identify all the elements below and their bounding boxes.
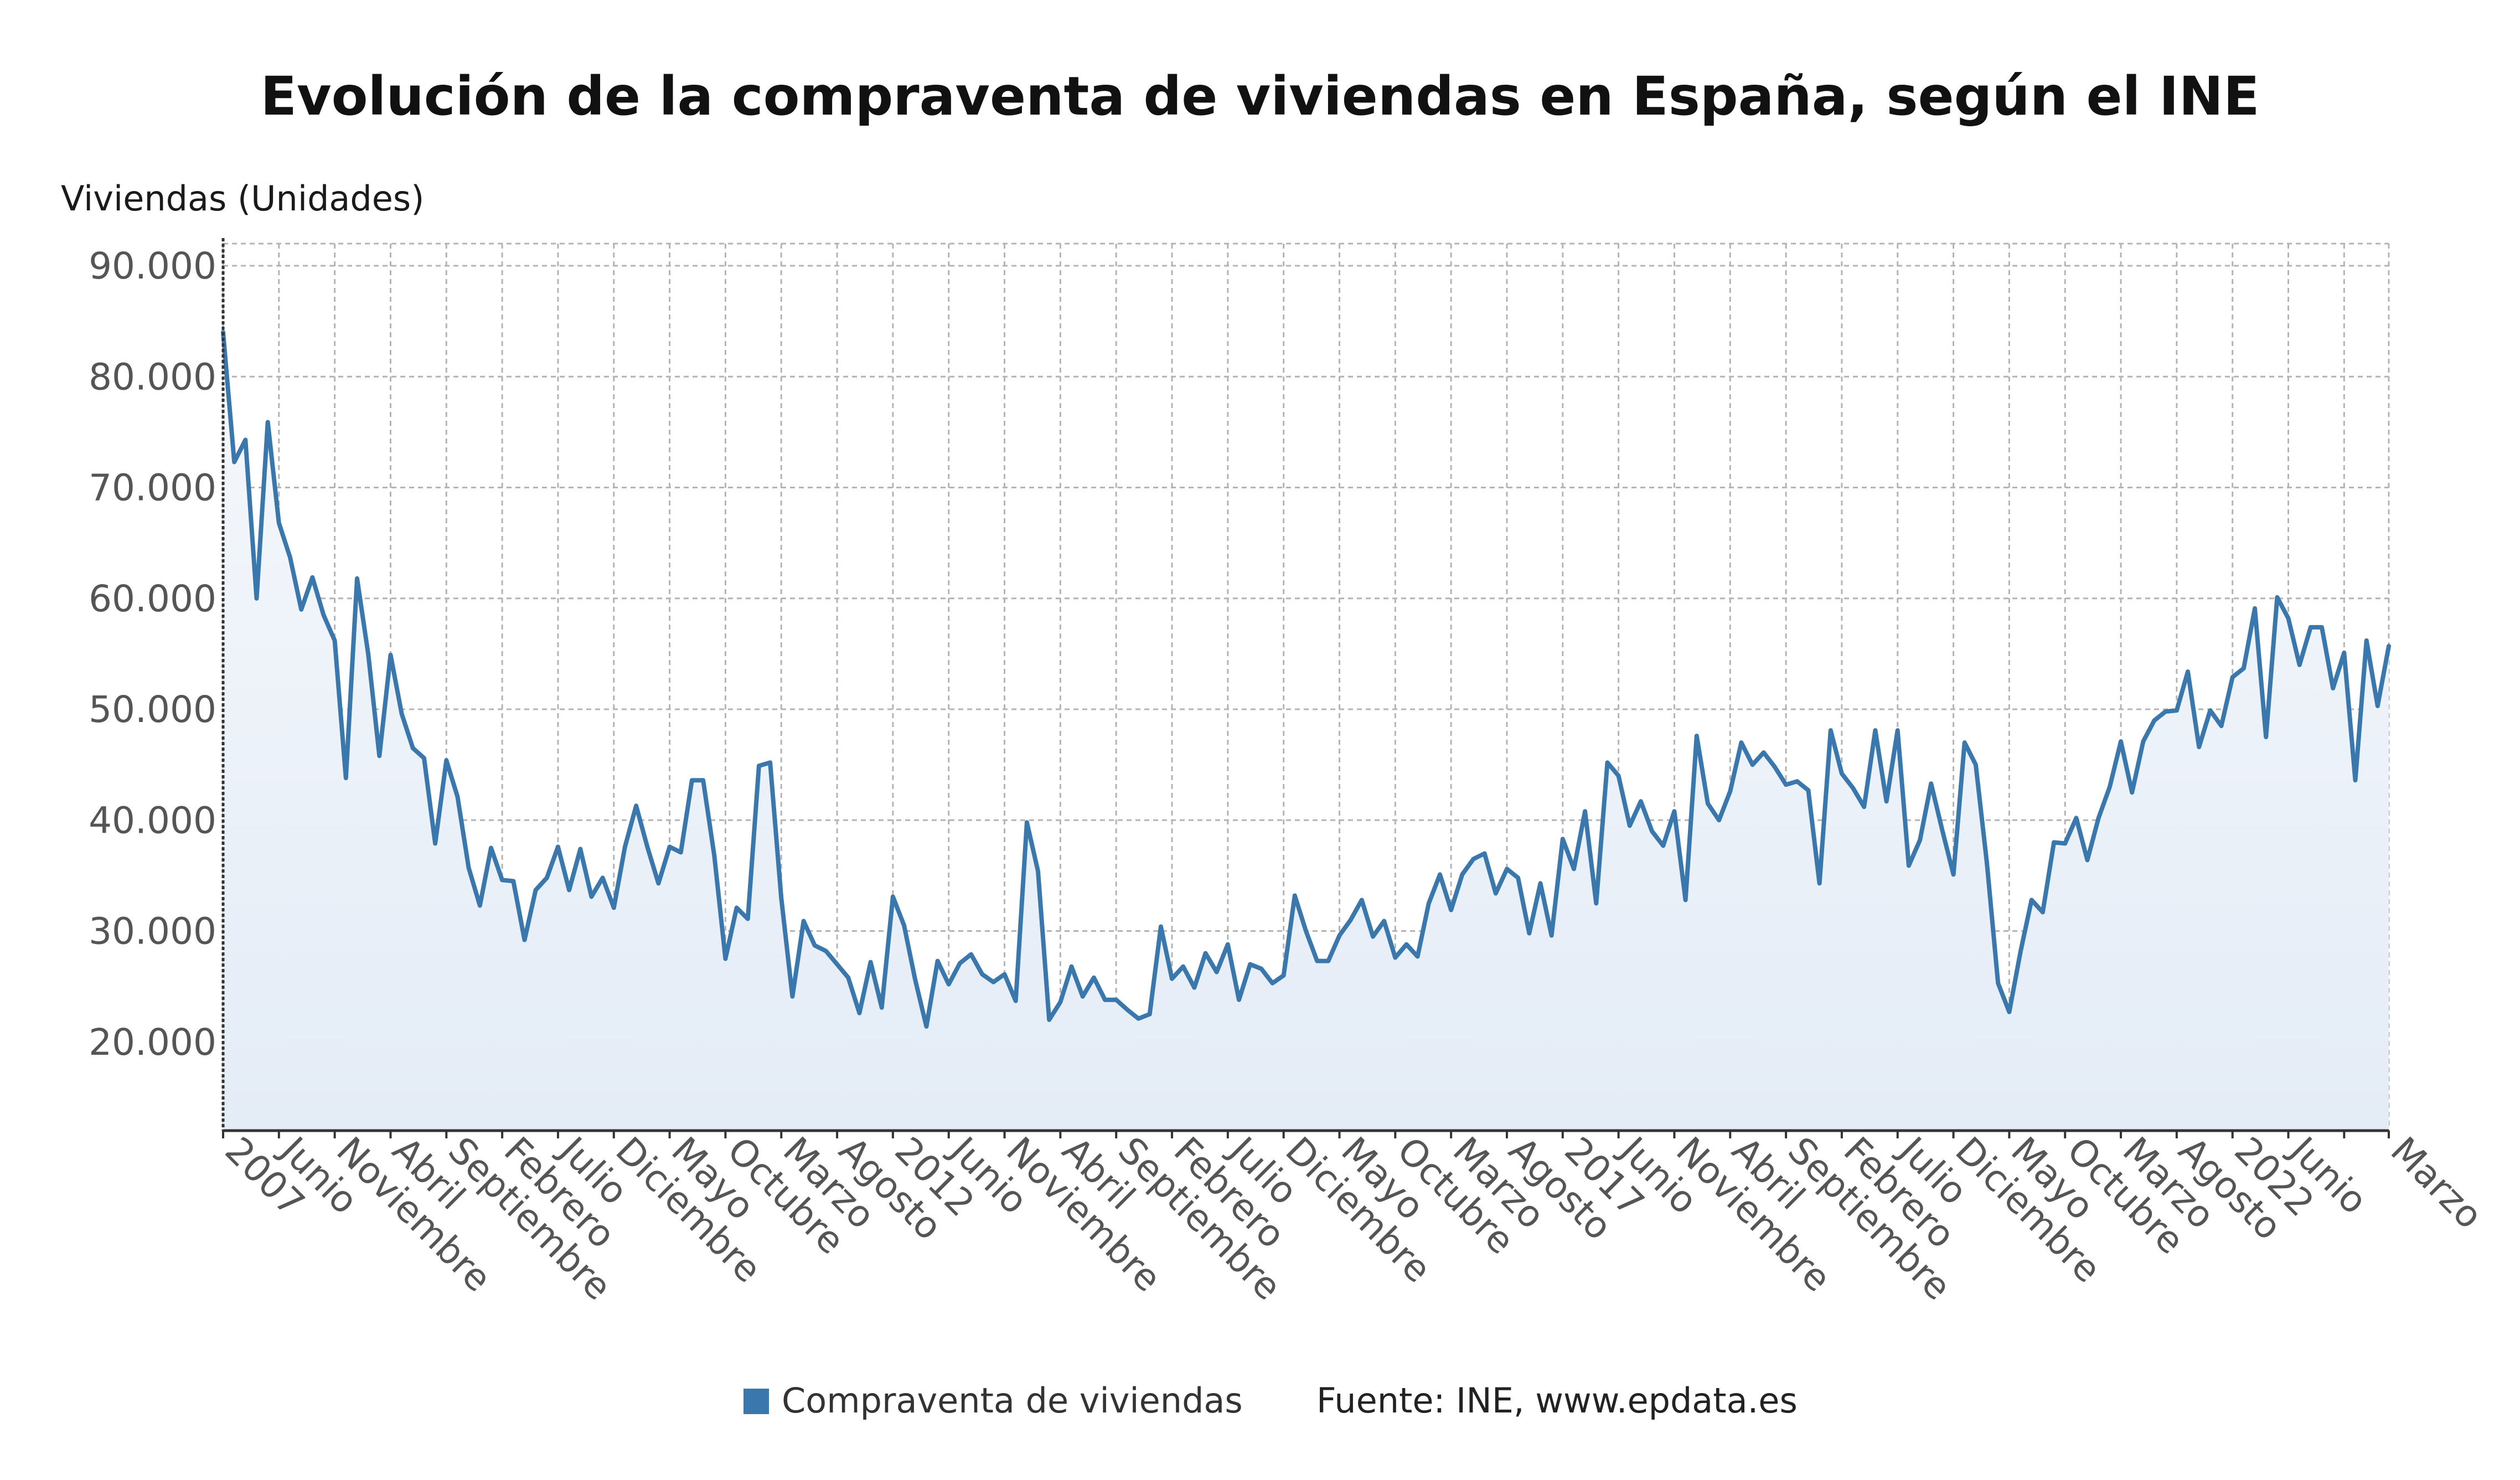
y-tick-label: 90.000 (89, 245, 216, 287)
y-tick-label: 60.000 (89, 577, 216, 620)
line-layer (221, 330, 2391, 1029)
series-line (221, 330, 2391, 1029)
y-axis-label: Viviendas (Unidades) (61, 178, 424, 219)
axes (221, 238, 2390, 1138)
chart-title: Evolución de la compraventa de viviendas… (260, 65, 2259, 127)
x-tick-label: Marzo (2383, 1129, 2491, 1237)
legend: Compraventa de viviendas (743, 1380, 1243, 1421)
y-tick-label: 70.000 (89, 467, 216, 509)
y-tick-label: 20.000 (89, 1021, 216, 1064)
source-note: Fuente: INE, www.epdata.es (1316, 1380, 1798, 1421)
area-layer (223, 332, 2389, 1131)
legend-swatch (743, 1389, 769, 1414)
y-tick-label: 50.000 (89, 688, 216, 731)
x-tick-labels: 2007JunioNoviembreAbrilSeptiembreFebrero… (217, 1127, 2491, 1308)
y-tick-label: 80.000 (89, 355, 216, 398)
series-area (223, 332, 2389, 1131)
y-tick-label: 30.000 (89, 910, 216, 953)
y-tick-label: 40.000 (89, 799, 216, 842)
y-tick-labels: 20.000 30.000 40.000 50.000 60.000 70.000 80.0… (89, 245, 216, 1064)
legend-label: Compraventa de viviendas (782, 1380, 1243, 1421)
